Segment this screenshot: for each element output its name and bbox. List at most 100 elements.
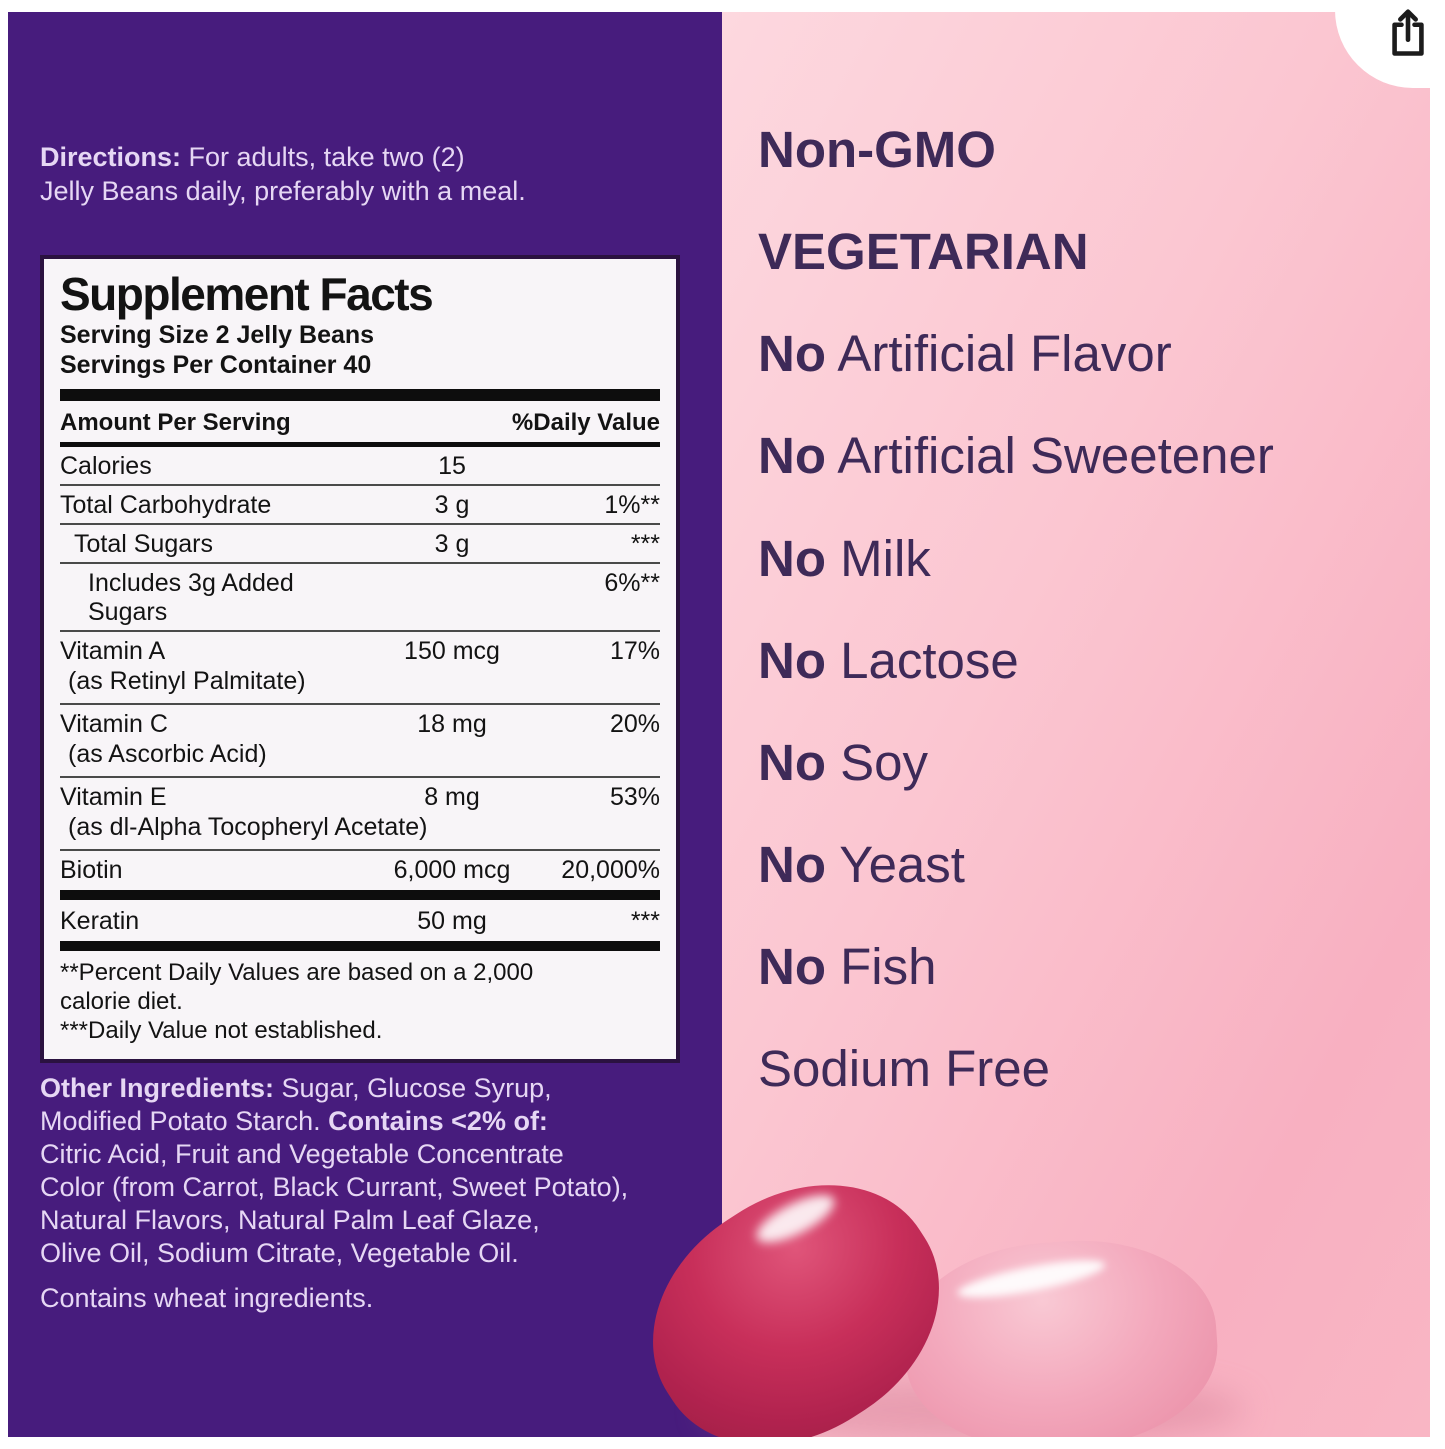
divider-bar: [60, 889, 660, 900]
nutrient-source: (as Ascorbic Acid): [68, 739, 267, 768]
other-ingredients-text: Other Ingredients: Sugar, Glucose Syrup,…: [40, 1072, 690, 1315]
facts-row: Vitamin E 8 mg 53% (as dl-Alpha Tocopheryl …: [60, 775, 660, 849]
nutrient-amount: 6,000 mcg: [393, 855, 511, 884]
facts-footnotes: **Percent Daily Values are based on a 2,…: [60, 958, 660, 1045]
text: Sugar, Glucose Syrup,: [274, 1073, 552, 1103]
nutrient-daily-value: [552, 452, 660, 481]
claim-bold-text: No: [758, 733, 826, 791]
text: Natural Flavors, Natural Palm Leaf Glaze…: [40, 1205, 540, 1235]
text-line: Jelly Beans daily, preferably with a mea…: [40, 174, 526, 208]
nutrient-source: (as dl-Alpha Tocopheryl Acetate): [68, 812, 428, 841]
claim-item: No Milk: [758, 529, 1274, 588]
divider-bar: [60, 388, 660, 401]
text-line: Citric Acid, Fruit and Vegetable Concent…: [40, 1138, 690, 1171]
claim-bold-text: No: [758, 427, 826, 485]
facts-row: Vitamin A 150 mcg 17% (as Retinyl Palmitate…: [60, 629, 660, 703]
text: Citric Acid, Fruit and Vegetable Concent…: [40, 1139, 564, 1169]
facts-row: Total Sugars 3 g ***: [60, 522, 660, 562]
text: Contains wheat ingredients.: [40, 1283, 374, 1313]
nutrient-amount: 3 g: [434, 490, 470, 519]
nutrient-amount: 15: [438, 451, 466, 480]
frame-top: [0, 0, 1445, 12]
text-line: Directions: For adults, take two (2): [40, 140, 526, 174]
frame-bottom: [0, 1437, 1445, 1449]
claim-item: Sodium Free: [758, 1039, 1274, 1098]
claim-bold-text: No: [758, 938, 826, 996]
nutrient-daily-value: 53%: [609, 782, 660, 811]
nutrient-name: Total Sugars: [74, 529, 213, 558]
claim-item: No Lactose: [758, 631, 1274, 690]
claim-bold-text: Non-GMO: [758, 121, 996, 178]
column-daily-value: %Daily Value: [511, 408, 660, 436]
facts-row: Includes 3g Added Sugars 6%**: [60, 561, 660, 630]
text-line: Other Ingredients: Sugar, Glucose Syrup,: [40, 1072, 690, 1105]
text: Jelly Beans daily, preferably with a mea…: [40, 176, 526, 206]
text: Olive Oil, Sodium Citrate, Vegetable Oil…: [40, 1238, 519, 1268]
nutrient-name: Vitamin C: [60, 709, 168, 738]
serving-size-text: Serving Size 2 Jelly Beans: [60, 320, 375, 349]
claim-text: Milk: [825, 529, 931, 587]
nutrient-daily-value: ***: [630, 529, 660, 558]
claim-text: Soy: [825, 733, 929, 791]
nutrient-amount: 3 g: [434, 529, 470, 558]
text-line: Color (from Carrot, Black Currant, Sweet…: [40, 1171, 690, 1204]
footnote-line: calorie diet.: [60, 987, 183, 1015]
facts-row: Total Carbohydrate 3 g 1%**: [60, 483, 660, 523]
claim-item: Non-GMO: [758, 120, 1274, 179]
bold-text: Contains <2% of:: [328, 1106, 548, 1136]
text: For adults, take two (2): [181, 142, 465, 172]
claim-bold-text: No: [758, 325, 826, 383]
nutrient-name: Total Carbohydrate: [60, 490, 272, 519]
claim-bold-text: VEGETARIAN: [758, 223, 1089, 281]
claims-list: Non-GMO VEGETARIAN No Artificial Flavor No …: [758, 120, 1274, 1142]
nutrient-name: Biotin: [60, 855, 123, 884]
text-line: Natural Flavors, Natural Palm Leaf Glaze…: [40, 1204, 690, 1237]
claim-text: Artificial Flavor: [825, 325, 1172, 383]
claim-text: Fish: [825, 938, 937, 996]
facts-row: Biotin 6,000 mcg 20,000%: [60, 848, 660, 888]
nutrient-amount: 18 mg: [417, 709, 487, 738]
claim-item: No Fish: [758, 937, 1274, 996]
nutrient-daily-value: 17%: [609, 636, 660, 665]
nutrient-amount: 150 mcg: [404, 636, 500, 665]
nutrient-daily-value: 20%: [609, 709, 660, 738]
supplement-facts-panel: Supplement Facts Serving Size 2 Jelly Be…: [40, 255, 680, 1063]
nutrient-name: Vitamin A: [60, 636, 166, 665]
nutrient-amount: 50 mg: [417, 906, 487, 935]
nutrient-source: (as Retinyl Palmitate): [68, 666, 306, 695]
label-left-panel: Directions: For adults, take two (2) Jell…: [8, 12, 722, 1438]
frame-right: [1430, 0, 1445, 1449]
nutrient-name: Vitamin E: [60, 782, 167, 811]
claim-text: Lactose: [825, 631, 1019, 689]
text-line: Olive Oil, Sodium Citrate, Vegetable Oil…: [40, 1237, 690, 1270]
claim-text: Yeast: [825, 836, 965, 894]
footnote-line: ***Daily Value not established.: [60, 1016, 383, 1044]
sf-rows: Calories 15 Total Carbohydrate 3 g 1%** Total…: [60, 447, 660, 951]
servings-per-container-text: Servings Per Container 40: [60, 351, 372, 380]
nutrient-name: Includes 3g Added Sugars: [88, 568, 294, 626]
facts-row: Vitamin C 18 mg 20% (as Ascorbic Acid): [60, 702, 660, 776]
nutrient-name: Calories: [60, 451, 152, 480]
facts-row: Keratin 50 mg ***: [60, 902, 660, 939]
nutrient-daily-value: ***: [630, 906, 660, 935]
bold-text: Other Ingredients:: [40, 1073, 275, 1103]
claim-text: Sodium Free: [758, 1040, 1050, 1098]
facts-table-header: Amount Per Serving %Daily Value: [60, 406, 660, 447]
nutrient-daily-value: 20,000%: [561, 855, 660, 884]
text: Modified Potato Starch.: [40, 1106, 329, 1136]
claim-bold-text: No: [758, 529, 826, 587]
claim-item: No Yeast: [758, 835, 1274, 894]
claim-item: No Artificial Sweetener: [758, 426, 1274, 485]
share-button[interactable]: [1383, 6, 1433, 62]
column-amount-per-serving: Amount Per Serving: [60, 408, 291, 436]
nutrient-amount: [352, 569, 552, 627]
nutrient-daily-value: 1%**: [604, 490, 660, 519]
nutrient-daily-value: 6%**: [604, 568, 660, 597]
frame-left: [0, 0, 8, 1449]
claim-item: No Artificial Flavor: [758, 324, 1274, 383]
claim-text: Artificial Sweetener: [825, 427, 1274, 485]
claim-bold-text: No: [758, 631, 826, 689]
footnote-line: **Percent Daily Values are based on a 2,…: [60, 958, 534, 986]
nutrient-amount: 8 mg: [424, 782, 480, 811]
